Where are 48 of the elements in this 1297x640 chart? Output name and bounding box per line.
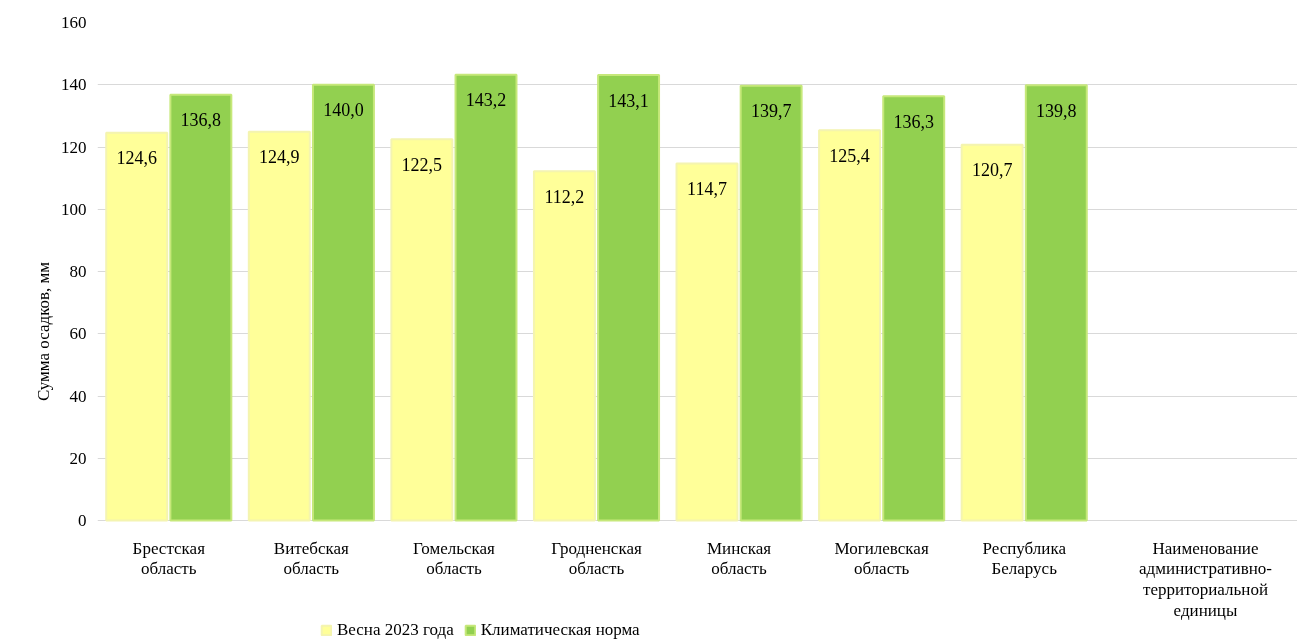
x-tick-label: Республика Беларусь: [982, 538, 1067, 579]
bar: [247, 130, 311, 522]
text: 114,7: [687, 179, 727, 200]
x-tick-label: Гродненская область: [551, 538, 642, 579]
bar: [960, 143, 1024, 522]
bar: [739, 84, 803, 522]
legend-label: Климатическая норма: [480, 620, 640, 640]
text: 136,3: [893, 111, 934, 132]
y-tick-label: 120: [61, 137, 87, 157]
text: 140,0: [323, 100, 364, 121]
x-tick-label: Могилевская область: [834, 538, 929, 579]
text: 124,6: [116, 148, 157, 169]
x-tick-label: Гомельская область: [412, 538, 496, 579]
bar: [390, 138, 454, 522]
y-tick-label: 40: [69, 386, 87, 406]
bar: [1024, 84, 1088, 522]
x-tick-label: Витебская область: [273, 538, 350, 579]
y-tick-label: 160: [61, 13, 87, 32]
bar: [454, 73, 518, 522]
bar: [532, 170, 596, 522]
text: 112,2: [544, 186, 585, 207]
text: 136,8: [180, 110, 222, 131]
y-tick-label: 140: [61, 75, 87, 95]
text: 143,2: [465, 90, 507, 111]
text: 120,7: [971, 160, 1013, 181]
y-axis-title: Сумма осадков, мм: [34, 261, 53, 402]
text: 125,4: [829, 145, 870, 166]
text: 139,8: [1036, 101, 1077, 122]
text: 124,9: [259, 147, 300, 168]
x-tick-label: Брестская область: [132, 538, 206, 579]
text: 122,5: [401, 154, 443, 175]
bar: [818, 129, 882, 522]
x-tick-label: Минская область: [706, 538, 772, 579]
bar: [105, 131, 169, 522]
text: 143,1: [608, 90, 649, 111]
y-tick-label: 0: [78, 511, 87, 530]
y-tick-label: 80: [69, 262, 87, 281]
bar: [169, 93, 233, 522]
x-axis-title: Наименование административно-территориальной единицы: [1139, 538, 1273, 621]
bar: [882, 95, 946, 522]
bar: [597, 74, 661, 522]
legend-label: Весна 2023 года: [337, 620, 454, 640]
y-tick-label: 20: [69, 448, 87, 468]
y-tick-label: 100: [61, 199, 87, 219]
y-tick-label: 60: [69, 324, 87, 344]
text: 139,7: [750, 101, 792, 122]
bar: [675, 162, 739, 522]
bar: [311, 83, 375, 522]
